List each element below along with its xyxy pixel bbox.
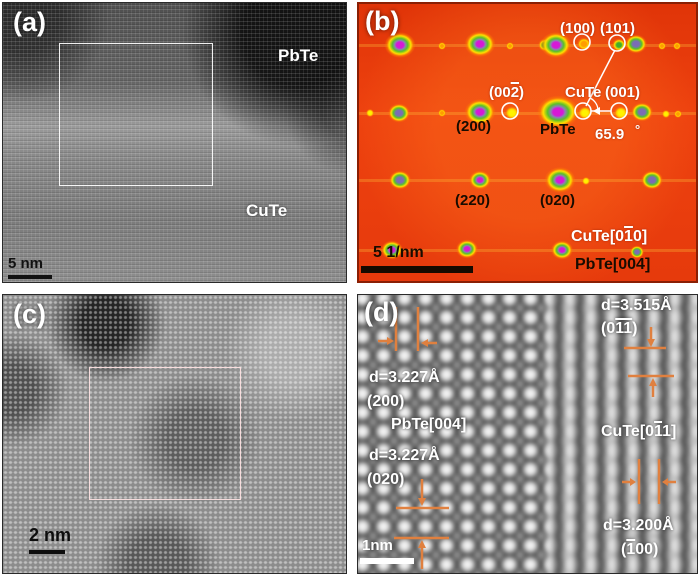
panel-a-cute-label: CuTe [246,201,288,220]
panel-b-scalebar [361,266,473,273]
cute-zone-axis-label: CuTe[011] [601,423,677,440]
d-value-3.515: d=3.515Å [601,297,672,314]
panel-c-roi-box [89,367,241,500]
label-002bar: (002) [489,84,525,101]
panel-d-filtered-lattice-image: (d) d=3.515Å (011) d=3.227Å (200) PbTe[0… [357,294,698,574]
panel-c-tag: (c) [13,299,46,329]
diffraction-spot [366,109,374,117]
diffraction-spot [506,42,514,50]
panel-a-scalebar-label: 5 nm [8,255,44,272]
circle-101-spot [608,34,626,52]
diffraction-row-streak [359,112,696,115]
hrtem-lattice-texture [3,295,346,573]
angle-arrowhead [593,107,600,115]
label-100: (100) [560,20,596,37]
diffraction-spot [389,170,411,190]
panel-a-pbte-label: PbTe [278,46,319,65]
diffraction-row-streak [359,44,696,47]
diffraction-spot [438,42,446,50]
label-pbte-zone-axis: PbTe[004] [575,256,651,273]
diffraction-spot [464,31,496,57]
label-angle-value: 65.9 [595,126,625,143]
circle-001-spot [610,102,628,120]
plane-020: (020) [367,471,405,488]
d-value-3.227-020: d=3.227Å [369,447,440,464]
marker-200-spacing [378,307,437,351]
diffraction-spot [388,103,410,123]
label-001: (001) [605,84,641,101]
panel-a-tag: (a) [13,7,46,37]
plane-200: (200) [367,393,405,410]
diffraction-row-streak [359,179,696,182]
panel-d-scalebar [360,558,414,564]
diffraction-spot [674,110,682,118]
angle-line-101 [585,49,616,107]
marker-011-spacing [624,327,674,397]
diffraction-spot [438,109,446,117]
circle-100-spot [573,33,591,51]
diffraction-annotation-overlay [501,33,628,120]
diffraction-spot [537,95,579,129]
d-value-3.227-200: d=3.227Å [369,369,440,386]
diffraction-spot [641,170,663,190]
diffraction-spot [625,34,647,54]
label-020: (020) [540,192,576,209]
diffraction-spot [384,32,416,58]
label-pbte: PbTe [540,121,576,138]
diffraction-spot [381,240,403,260]
panel-c-scalebar-label: 2 nm [29,525,72,545]
diffraction-spot [456,239,478,259]
diffraction-spot [464,99,496,125]
diffraction-spot [469,170,491,190]
panel-b-tag: (b) [365,6,400,36]
d-value-3.200: d=3.200Å [603,517,674,534]
pbte-zone-axis-label: PbTe[004] [391,416,467,433]
label-101: (101) [600,20,636,37]
plane-011bar: (011) [601,320,638,337]
plane-100bar: (100) [621,541,659,558]
label-cute-zone-axis: CuTe[010] [571,228,648,245]
label-200: (200) [456,118,492,135]
diffraction-spot [582,177,590,185]
marker-100-spacing [622,459,676,504]
hrtem-lattice-texture [3,3,346,282]
diffraction-spot [551,240,573,260]
circle-cute-spot [574,102,592,120]
cute-stripe-texture [547,295,697,573]
panel-c-hrtem-image: (c) 2 nm [2,294,347,574]
panel-a-scalebar [8,275,52,279]
label-220: (220) [455,192,491,209]
diffraction-spot [540,32,572,58]
panel-b-scalebar-label: 5 1/nm [373,244,424,261]
circle-002-spot [501,102,519,120]
panel-a-hrtem-image: (a) PbTe CuTe 5 nm [2,2,347,283]
label-degree-symbol: ° [635,122,641,137]
d-spacing-marker-overlay [378,307,676,569]
diffraction-spot [630,245,644,259]
diffraction-spot [662,110,670,118]
panel-b-diffraction-pattern: (b) (100) (101) (002) CuTe (001) (200) P… [357,2,698,283]
diffraction-row-streak [359,249,696,252]
label-cute: CuTe [565,84,602,101]
diffraction-spot [631,102,653,122]
panel-d-scalebar-label: 1nm [362,537,393,554]
panel-d-tag: (d) [364,297,399,327]
diffraction-spot [544,167,576,193]
diffraction-spot [658,42,666,50]
diffraction-spot [673,42,681,50]
panel-c-scalebar [29,550,65,554]
panel-a-roi-box [59,43,213,186]
marker-020-spacing [394,479,449,569]
